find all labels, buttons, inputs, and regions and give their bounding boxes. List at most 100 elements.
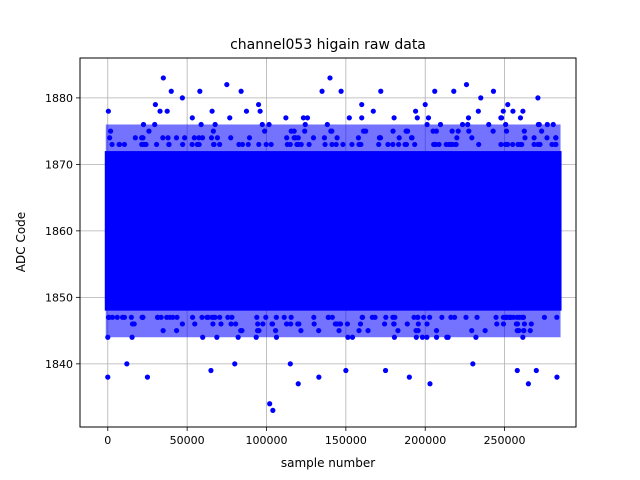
x-axis: 0 50000 100000 150000 200000 250000 (104, 427, 526, 447)
band-edge-point (164, 108, 170, 114)
band-edge-point (499, 115, 505, 121)
band-edge-point (227, 115, 233, 121)
band-edge-point (205, 314, 211, 320)
band-edge-point (521, 128, 527, 134)
band-edge-point (180, 141, 186, 148)
band-edge-point (284, 135, 290, 141)
band-edge-point (411, 314, 417, 320)
band-edge-point (211, 141, 217, 148)
band-edge-point (404, 321, 410, 327)
band-edge-point (421, 314, 427, 320)
band-edge-point (283, 115, 289, 121)
band-edge-point (256, 141, 262, 148)
band-edge-point (165, 135, 171, 141)
outlier-point (267, 401, 273, 407)
band-edge-point (390, 128, 396, 134)
outlier-point (427, 381, 433, 387)
outlier-point (224, 81, 230, 88)
band-edge-point (474, 314, 480, 320)
band-edge-point (260, 321, 266, 327)
band-edge-point (262, 128, 268, 134)
band-edge-point (268, 141, 274, 148)
band-edge-point (500, 321, 507, 327)
band-edge-point (357, 321, 364, 327)
band-edge-point (356, 327, 362, 334)
band-edge-point (238, 327, 244, 334)
band-edge-point (272, 327, 279, 334)
dense-band (104, 151, 562, 311)
band-edge-point (166, 141, 172, 148)
band-edge-point (544, 135, 550, 141)
band-edge-point (245, 141, 251, 148)
band-edge-point (433, 327, 440, 334)
band-edge-point (431, 141, 437, 148)
band-edge-point (199, 135, 206, 141)
band-edge-point (453, 141, 459, 148)
outlier-point (382, 367, 389, 374)
band-edge-point (173, 327, 180, 334)
band-edge-point (129, 334, 135, 340)
outlier-point (525, 381, 531, 387)
band-edge-point (192, 321, 198, 327)
band-edge-point (553, 135, 559, 141)
band-edge-point (372, 314, 378, 320)
y-axis-label: ADC Code (14, 212, 28, 272)
outlier-point (105, 374, 111, 380)
outlier-point (295, 381, 301, 387)
band-edge-point (413, 334, 419, 340)
band-edge-point (404, 128, 411, 134)
band-edge-point (455, 128, 461, 134)
x-tick-label: 50000 (170, 434, 205, 447)
band-edge-point (332, 321, 338, 327)
band-edge-point (345, 334, 351, 340)
outlier-point (470, 361, 476, 367)
band-edge-point (199, 314, 205, 320)
band-edge-point (121, 314, 128, 320)
band-edge-point (304, 115, 311, 121)
band-edge-point (550, 121, 556, 128)
band-edge-point (390, 141, 396, 148)
band-edge-point (510, 108, 516, 114)
band-edge-point (106, 314, 112, 320)
y-tick-label: 1870 (45, 158, 73, 171)
band-edge-point (152, 121, 158, 128)
band-edge-point (255, 321, 261, 327)
band-edge-point (519, 314, 525, 320)
band-edge-point (139, 314, 145, 320)
band-edge-point (229, 314, 235, 320)
outlier-point (316, 374, 322, 380)
band-edge-point (235, 334, 241, 340)
band-edge-point (311, 321, 317, 327)
band-edge-point (333, 141, 339, 148)
band-edge-point (128, 314, 134, 320)
band-edge-point (211, 314, 217, 320)
band-edge-point (463, 314, 469, 320)
band-edge-point (302, 121, 308, 128)
x-tick-label: 0 (104, 434, 111, 447)
band-edge-point (522, 135, 528, 141)
chart-title: channel053 higain raw data (230, 37, 426, 53)
band-edge-point (448, 314, 454, 320)
band-edge-point (490, 128, 496, 134)
band-edge-point (531, 135, 537, 141)
band-edge-point (358, 141, 364, 148)
outlier-point (232, 361, 238, 367)
band-edge-point (391, 115, 397, 121)
outlier-point (406, 374, 412, 380)
band-edge-point (535, 121, 541, 128)
band-edge-point (198, 121, 204, 128)
band-edge-point (114, 314, 120, 320)
band-edge-point (160, 327, 166, 334)
y-tick-label: 1860 (45, 225, 73, 238)
band-edge-point (157, 108, 163, 114)
band-edge-point (212, 121, 218, 128)
y-tick-label: 1880 (45, 92, 73, 105)
outlier-point (463, 81, 470, 88)
band-edge-point (355, 135, 362, 141)
band-edge-point (116, 141, 122, 148)
band-edge-point (412, 141, 418, 148)
band-edge-point (503, 314, 509, 320)
band-edge-point (337, 321, 344, 327)
band-edge-point (515, 141, 521, 148)
band-edge-point (427, 314, 433, 320)
